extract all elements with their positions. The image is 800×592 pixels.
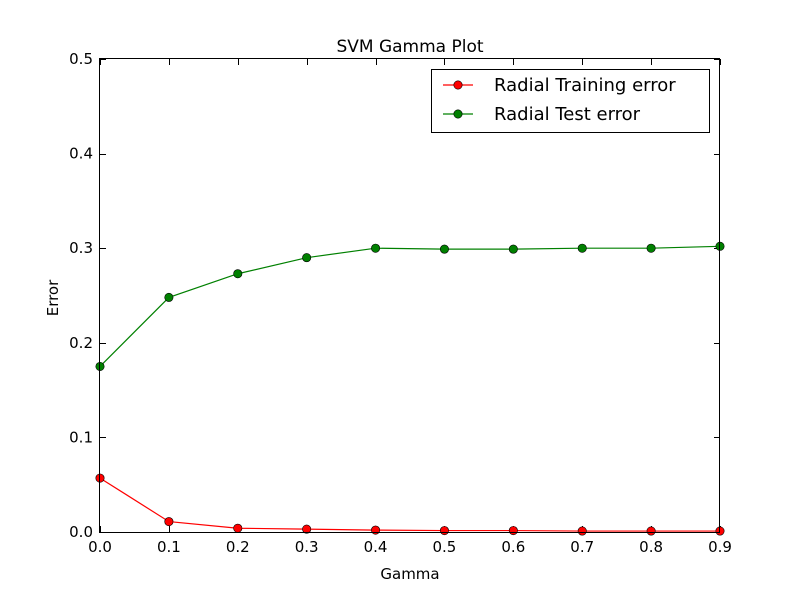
series-0 (95, 473, 725, 536)
legend-label-test: Radial Test error (494, 104, 641, 125)
legend: Radial Training error Radial Test error (431, 69, 710, 133)
x-tick-label: 0.5 (433, 538, 457, 556)
y-axis-label: Error (44, 279, 62, 316)
data-point (577, 526, 587, 536)
data-point (646, 243, 656, 253)
data-point (164, 517, 174, 527)
data-point (302, 524, 312, 534)
data-point (233, 269, 243, 279)
data-point (302, 253, 312, 263)
y-tick-label: 0.5 (69, 50, 93, 68)
y-tick-label: 0.1 (69, 428, 93, 446)
x-tick-label: 0.4 (364, 538, 388, 556)
x-tick-label: 0.7 (570, 538, 594, 556)
x-tick-label: 0.2 (226, 538, 250, 556)
data-point (439, 526, 449, 536)
x-tick-label: 0.3 (295, 538, 319, 556)
x-tick-labels: 0.0 0.1 0.2 0.3 0.4 0.5 0.6 0.7 0.8 0.9 (88, 538, 732, 556)
plot-area-frame (99, 58, 720, 533)
x-tick-label: 0.6 (501, 538, 525, 556)
data-point (233, 523, 243, 533)
x-tick-label: 0.9 (708, 538, 732, 556)
data-point (508, 526, 518, 536)
legend-marker-training (453, 80, 463, 90)
y-tick-label: 0.4 (69, 145, 93, 163)
legend-box (431, 69, 710, 133)
y-tick-label: 0.0 (69, 523, 93, 541)
data-point (508, 244, 518, 254)
chart-title: SVM Gamma Plot (336, 37, 483, 57)
x-axis-label: Gamma (380, 565, 439, 583)
data-point (439, 244, 449, 254)
y-tick-labels: 0.0 0.1 0.2 0.3 0.4 0.5 (69, 50, 93, 541)
data-point (577, 243, 587, 253)
data-point (371, 525, 381, 535)
x-tick-label: 0.1 (157, 538, 181, 556)
legend-label-training: Radial Training error (494, 75, 676, 96)
data-point (646, 526, 656, 536)
y-tick-label: 0.2 (69, 334, 93, 352)
series-line (99, 245, 721, 367)
series-line (99, 477, 720, 532)
x-tick-label: 0.0 (88, 538, 112, 556)
y-tick-label: 0.3 (69, 239, 93, 257)
x-tick-label: 0.8 (639, 538, 663, 556)
data-point (164, 292, 174, 302)
data-point (371, 243, 381, 253)
legend-marker-test (453, 109, 463, 119)
